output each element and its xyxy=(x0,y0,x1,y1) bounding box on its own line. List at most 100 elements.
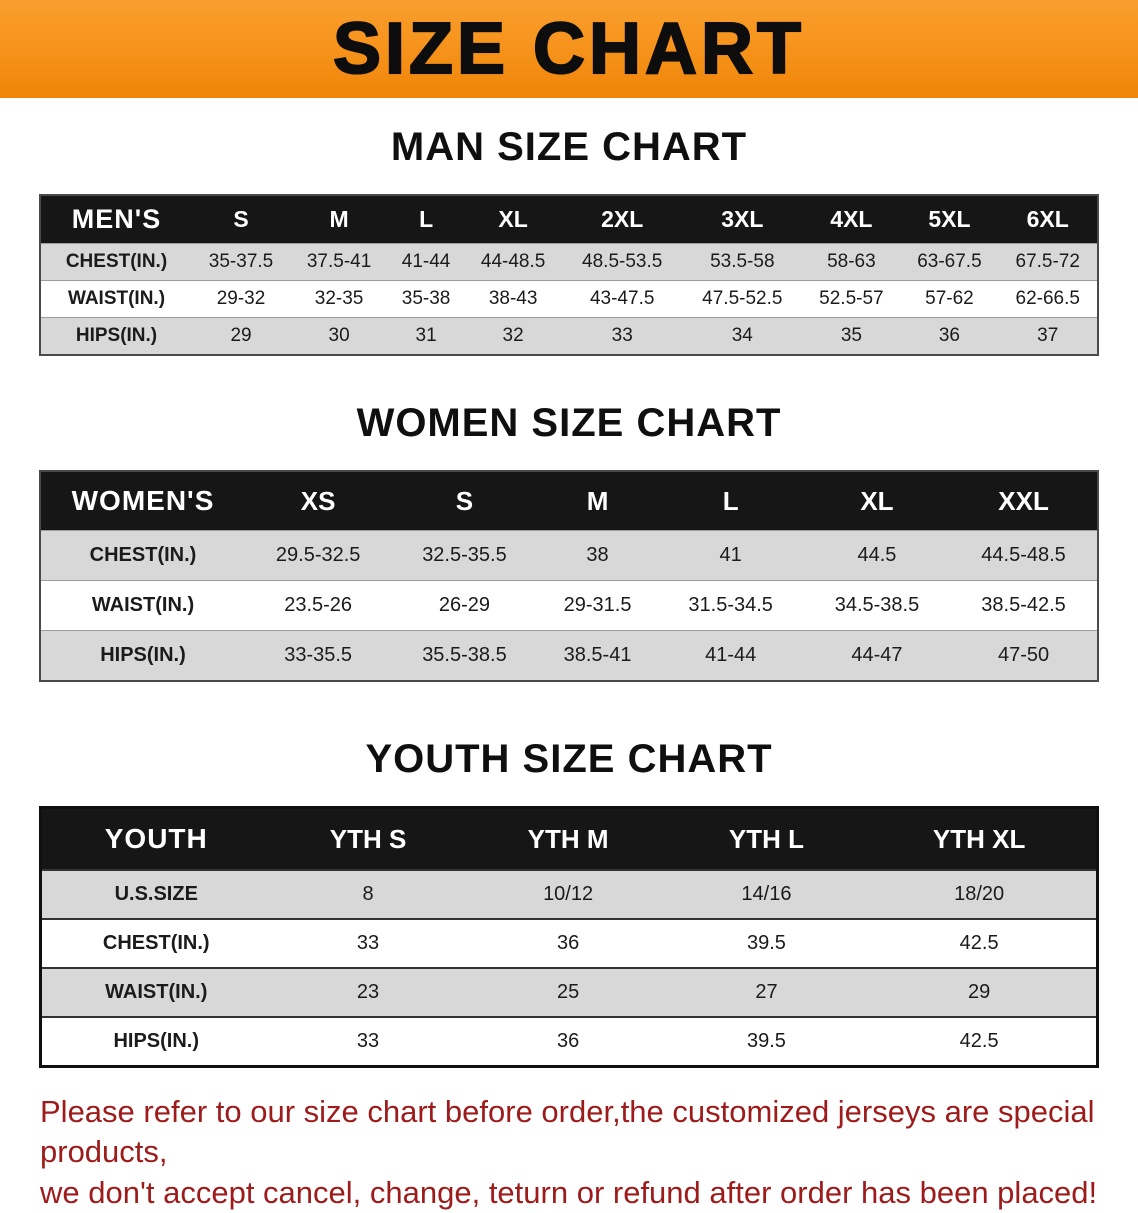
value-cell: 29-32 xyxy=(192,280,291,318)
size-header-cell: YTH XL xyxy=(862,807,1098,870)
size-header-cell: S xyxy=(391,471,538,531)
value-cell: 37 xyxy=(998,317,1098,355)
size-header-cell: XS xyxy=(245,471,392,531)
men-section-heading: MAN SIZE CHART xyxy=(390,125,748,169)
value-cell: 32-35 xyxy=(290,280,389,318)
value-cell: 33 xyxy=(270,1016,466,1067)
size-header-cell: 6XL xyxy=(998,195,1098,244)
women-section-heading: WOMEN SIZE CHART xyxy=(356,401,782,445)
value-cell: 26-29 xyxy=(391,580,538,631)
table-row: HIPS(IN.) 33-35.5 35.5-38.5 38.5-41 41-44 44-… xyxy=(40,630,1098,681)
value-cell: 31 xyxy=(388,317,465,355)
table-row: CHEST(IN.) 35-37.5 37.5-41 41-44 44-48.5 48.5… xyxy=(40,243,1098,281)
size-header-cell: XL xyxy=(803,471,951,531)
table-row: CHEST(IN.) 29.5-32.5 32.5-35.5 38 41 44.5 44.5… xyxy=(40,530,1098,581)
title-banner: SIZE CHART xyxy=(0,0,1138,98)
value-cell: 42.5 xyxy=(862,918,1098,968)
value-cell: 44.5-48.5 xyxy=(950,530,1098,581)
row-label-cell: WAIST(IN.) xyxy=(40,280,192,318)
value-cell: 31.5-34.5 xyxy=(657,580,804,631)
value-cell: 38-43 xyxy=(464,280,563,318)
value-cell: 37.5-41 xyxy=(290,243,389,281)
size-header-cell: XL xyxy=(464,195,563,244)
row-label-cell: HIPS(IN.) xyxy=(40,1016,271,1067)
table-header-row: MEN'S S M L XL 2XL 3XL 4XL 5XL 6XL xyxy=(40,195,1098,244)
value-cell: 35.5-38.5 xyxy=(391,630,538,681)
page-title: SIZE CHART xyxy=(332,9,805,89)
value-cell: 39.5 xyxy=(670,918,863,968)
value-cell: 38.5-41 xyxy=(537,630,658,681)
size-header-cell: YTH M xyxy=(465,807,671,870)
table-row: HIPS(IN.) 33 36 39.5 42.5 xyxy=(40,1016,1098,1067)
value-cell: 53.5-58 xyxy=(682,243,803,281)
value-cell: 30 xyxy=(290,317,389,355)
size-header-cell: M xyxy=(537,471,658,531)
value-cell: 58-63 xyxy=(802,243,901,281)
men-size-table: MEN'S S M L XL 2XL 3XL 4XL 5XL 6XL CHEST(IN.) 35-37… xyxy=(39,194,1099,356)
value-cell: 35-37.5 xyxy=(192,243,291,281)
value-cell: 29-31.5 xyxy=(537,580,658,631)
youth-section-heading: YOUTH SIZE CHART xyxy=(365,737,773,781)
table-row: WAIST(IN.) 23 25 27 29 xyxy=(40,967,1098,1017)
value-cell: 47.5-52.5 xyxy=(682,280,803,318)
value-cell: 14/16 xyxy=(670,869,863,919)
value-cell: 43-47.5 xyxy=(562,280,683,318)
table-row: WAIST(IN.) 23.5-26 26-29 29-31.5 31.5-34.5 34… xyxy=(40,580,1098,631)
value-cell: 44.5 xyxy=(803,530,951,581)
value-cell: 33 xyxy=(270,918,466,968)
value-cell: 44-48.5 xyxy=(464,243,563,281)
size-header-cell: S xyxy=(192,195,291,244)
size-header-cell: L xyxy=(388,195,465,244)
value-cell: 39.5 xyxy=(670,1016,863,1067)
value-cell: 29 xyxy=(192,317,291,355)
value-cell: 35-38 xyxy=(388,280,465,318)
row-label-cell: CHEST(IN.) xyxy=(40,918,271,968)
value-cell: 23 xyxy=(270,967,466,1017)
value-cell: 29 xyxy=(862,967,1098,1017)
women-size-table: WOMEN'S XS S M L XL XXL CHEST(IN.) 29.5-32.5 32.5… xyxy=(39,470,1099,682)
value-cell: 36 xyxy=(465,918,671,968)
value-cell: 57-62 xyxy=(900,280,999,318)
value-cell: 34 xyxy=(682,317,803,355)
value-cell: 48.5-53.5 xyxy=(562,243,683,281)
value-cell: 62-66.5 xyxy=(998,280,1098,318)
row-label-cell: HIPS(IN.) xyxy=(40,317,192,355)
table-row: U.S.SIZE 8 10/12 14/16 18/20 xyxy=(40,869,1098,919)
value-cell: 33 xyxy=(562,317,683,355)
value-cell: 34.5-38.5 xyxy=(803,580,951,631)
table-row: WAIST(IN.) 29-32 32-35 35-38 38-43 43-47.5 47.… xyxy=(40,280,1098,318)
value-cell: 10/12 xyxy=(465,869,671,919)
value-cell: 38.5-42.5 xyxy=(950,580,1098,631)
value-cell: 33-35.5 xyxy=(245,630,392,681)
table-title-cell: YOUTH xyxy=(40,807,271,870)
table-header-row: WOMEN'S XS S M L XL XXL xyxy=(40,471,1098,531)
size-header-cell: M xyxy=(290,195,389,244)
table-row: HIPS(IN.) 29 30 31 32 33 34 35 36 37 xyxy=(40,317,1098,355)
value-cell: 8 xyxy=(270,869,466,919)
value-cell: 32.5-35.5 xyxy=(391,530,538,581)
size-header-cell: 2XL xyxy=(562,195,683,244)
value-cell: 25 xyxy=(465,967,671,1017)
value-cell: 42.5 xyxy=(862,1016,1098,1067)
value-cell: 67.5-72 xyxy=(998,243,1098,281)
value-cell: 18/20 xyxy=(862,869,1098,919)
youth-size-table: YOUTH YTH S YTH M YTH L YTH XL U.S.SIZE 8 10/12… xyxy=(39,806,1099,1068)
value-cell: 27 xyxy=(670,967,863,1017)
disclaimer-line-1: Please refer to our size chart before or… xyxy=(40,1094,1095,1170)
value-cell: 47-50 xyxy=(950,630,1098,681)
row-label-cell: WAIST(IN.) xyxy=(40,967,271,1017)
value-cell: 41-44 xyxy=(657,630,804,681)
table-header-row: YOUTH YTH S YTH M YTH L YTH XL xyxy=(40,807,1098,870)
size-header-cell: L xyxy=(657,471,804,531)
size-header-cell: 4XL xyxy=(802,195,901,244)
value-cell: 36 xyxy=(465,1016,671,1067)
row-label-cell: HIPS(IN.) xyxy=(40,630,245,681)
value-cell: 52.5-57 xyxy=(802,280,901,318)
value-cell: 32 xyxy=(464,317,563,355)
row-label-cell: U.S.SIZE xyxy=(40,869,271,919)
row-label-cell: WAIST(IN.) xyxy=(40,580,245,631)
row-label-cell: CHEST(IN.) xyxy=(40,243,192,281)
size-header-cell: YTH S xyxy=(270,807,466,870)
row-label-cell: CHEST(IN.) xyxy=(40,530,245,581)
size-header-cell: 3XL xyxy=(682,195,803,244)
